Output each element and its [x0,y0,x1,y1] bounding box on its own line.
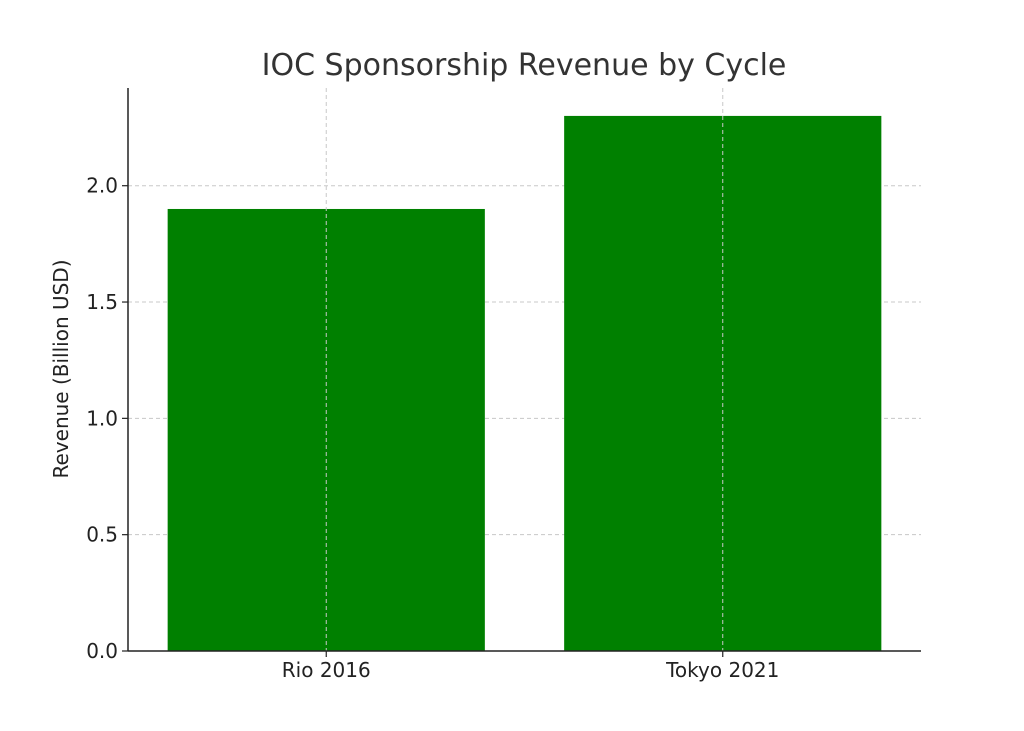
vertical-grid [325,88,724,651]
bars [167,115,882,651]
y-tick-label: 1.0 [86,406,118,430]
y-ticks: 0.0 0.5 1.0 1.5 2.0 [86,174,128,663]
x-tick-label: Rio 2016 [282,658,371,682]
y-tick-label: 0.0 [86,639,118,663]
x-tick-label: Tokyo 2021 [665,658,779,682]
y-tick-label: 1.5 [86,290,118,314]
y-axis-label: Revenue (Billion USD) [49,259,73,478]
y-tick-label: 2.0 [86,174,118,198]
bar [167,208,485,651]
axes [127,88,921,652]
x-ticks: Rio 2016 Tokyo 2021 [282,651,779,682]
y-tick-label: 0.5 [86,523,118,547]
chart-title: IOC Sponsorship Revenue by Cycle [262,48,787,83]
